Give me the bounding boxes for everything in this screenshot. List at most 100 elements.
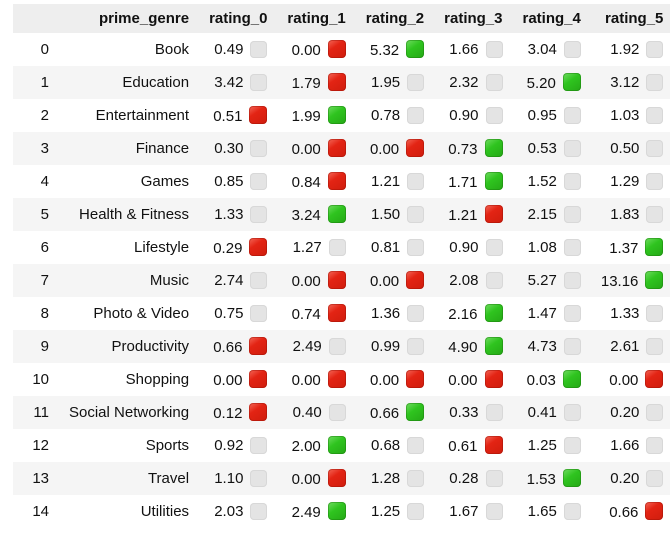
gray-square-icon [485, 73, 503, 91]
rating-value: 13.16 [600, 272, 639, 290]
rating-cell: 0.90 [434, 99, 512, 132]
header-cell-rating-1: rating_1 [287, 10, 346, 27]
gray-square-icon [485, 271, 503, 289]
rating-cell: 0.00 [434, 363, 512, 396]
rating-value: 0.85 [214, 173, 244, 191]
rating-value: 1.83 [610, 206, 640, 224]
header-cell-rating-3: rating_3 [444, 10, 503, 27]
rating-cell: 0.30 [199, 132, 277, 165]
header-row: prime_genre rating_0 rating_1 rating_2 r… [13, 4, 670, 33]
gray-square-icon [407, 436, 425, 454]
gray-square-icon [328, 238, 346, 256]
rating-cell: 2.49 [277, 495, 355, 528]
gray-square-icon [646, 205, 664, 223]
row-index: 12 [32, 437, 49, 454]
table-row: 11 Social Networking 0.12 0.40 0.66 0.33 0.41 0… [13, 396, 670, 429]
rating-value: 0.00 [291, 140, 321, 158]
table-row: 7 Music 2.74 0.00 0.00 2.08 5.27 13.16 [13, 264, 670, 297]
red-square-icon [249, 238, 268, 257]
green-square-icon [327, 436, 346, 455]
red-square-icon [249, 370, 268, 389]
rating-cell: 0.00 [277, 33, 355, 66]
red-square-icon [484, 370, 503, 389]
gray-square-icon [250, 436, 268, 454]
rating-cell: 1.65 [513, 495, 591, 528]
table-row: 9 Productivity 0.66 2.49 0.99 4.90 4.73 2.61 [13, 330, 670, 363]
rating-value: 0.33 [449, 404, 479, 422]
red-square-icon [327, 172, 346, 191]
gray-square-icon [485, 502, 503, 520]
rating-value: 0.30 [214, 140, 244, 158]
rating-cell: 1.50 [356, 198, 434, 231]
rating-value: 0.73 [448, 140, 478, 158]
rating-value: 1.10 [214, 470, 244, 488]
gray-square-icon [646, 172, 664, 190]
rating-cell: 3.42 [199, 66, 277, 99]
gray-square-icon [563, 436, 581, 454]
rating-value: 1.92 [610, 41, 640, 59]
genre-cell: Education [122, 74, 190, 91]
rating-cell: 0.73 [434, 132, 512, 165]
red-square-icon [645, 502, 664, 521]
genre-cell: Utilities [140, 503, 190, 520]
rating-value: 0.92 [214, 437, 244, 455]
rating-value: 3.04 [527, 41, 557, 59]
genre-cell: Sports [145, 437, 190, 454]
gray-square-icon [563, 205, 581, 223]
rating-value: 0.00 [213, 371, 243, 389]
red-square-icon [406, 370, 425, 389]
rating-value: 0.75 [214, 305, 244, 323]
table-row: 3 Finance 0.30 0.00 0.00 0.73 0.53 0.50 [13, 132, 670, 165]
rating-value: 0.00 [291, 371, 321, 389]
header-cell-prime-genre: prime_genre [99, 10, 190, 27]
red-square-icon [327, 469, 346, 488]
header-cell-rating-0: rating_0 [209, 10, 268, 27]
green-square-icon [562, 469, 581, 488]
rating-cell: 0.49 [199, 33, 277, 66]
gray-square-icon [407, 205, 425, 223]
rating-value: 0.00 [291, 470, 321, 488]
red-square-icon [406, 139, 425, 158]
rating-cell: 4.90 [434, 330, 512, 363]
rating-cell: 0.00 [277, 363, 355, 396]
genre-cell: Photo & Video [93, 305, 190, 322]
genre-cell: Entertainment [95, 107, 190, 124]
rating-value: 1.37 [609, 239, 639, 257]
rating-cell: 1.67 [434, 495, 512, 528]
rating-value: 1.33 [214, 206, 244, 224]
rating-value: 2.00 [291, 437, 321, 455]
rating-value: 2.32 [449, 74, 479, 92]
rating-cell: 2.03 [199, 495, 277, 528]
header-cell-rating-2: rating_2 [365, 10, 425, 27]
rating-value: 1.47 [527, 305, 557, 323]
rating-cell: 2.16 [434, 297, 512, 330]
green-square-icon [327, 502, 346, 521]
rating-value: 3.42 [214, 74, 244, 92]
table-body: 0 Book 0.49 0.00 5.32 1.66 3.04 1.92 1 Education 3… [13, 33, 670, 528]
rating-value: 2.49 [292, 338, 322, 356]
genre-cell: Lifestyle [134, 239, 190, 256]
row-index: 4 [40, 173, 49, 190]
gray-square-icon [250, 73, 268, 91]
rating-value: 0.40 [292, 404, 322, 422]
rating-cell: 0.28 [434, 462, 512, 495]
rating-cell: 2.32 [434, 66, 512, 99]
rating-cell: 0.51 [199, 99, 277, 132]
rating-cell: 1.33 [591, 297, 670, 330]
gray-square-icon [407, 73, 425, 91]
rating-cell: 1.10 [199, 462, 277, 495]
rating-value: 1.21 [370, 173, 401, 191]
genre-cell: Social Networking [69, 404, 190, 421]
header-cell-index [13, 4, 59, 33]
rating-cell: 0.74 [277, 297, 355, 330]
rating-value: 1.28 [370, 470, 401, 488]
rating-value: 1.66 [449, 41, 479, 59]
row-index: 7 [40, 272, 49, 289]
rating-cell: 0.33 [434, 396, 512, 429]
rating-value: 1.27 [292, 239, 322, 257]
rating-cell: 1.79 [277, 66, 355, 99]
rating-value: 1.36 [370, 305, 401, 323]
rating-value: 1.95 [370, 74, 401, 92]
rating-value: 3.24 [291, 206, 321, 224]
row-index: 0 [40, 41, 49, 58]
